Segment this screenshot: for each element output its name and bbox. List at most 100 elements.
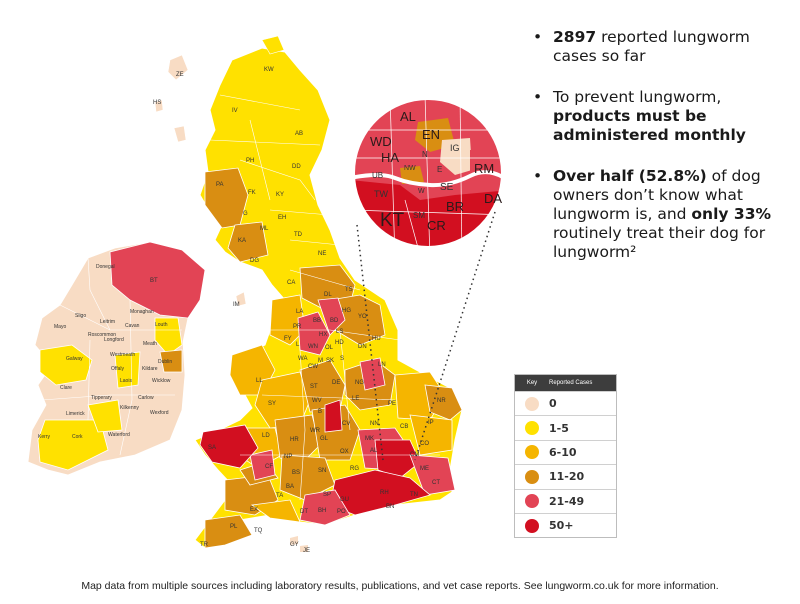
map-label: EH	[278, 215, 286, 221]
uk-ireland-map: KW IV AB PH DD PA FK KY G ML EH TD KA DG…	[27, 35, 503, 554]
map-label: YO	[358, 314, 367, 320]
map-label: IP	[428, 420, 434, 426]
map-label: CW	[308, 364, 318, 370]
map-label: NE	[318, 251, 326, 257]
map-label: LS	[336, 329, 343, 335]
map-label: OX	[340, 449, 349, 455]
map-label: ML	[260, 226, 269, 232]
map-label: Cavan	[125, 323, 140, 329]
fact-prevention: • To prevent lungworm, products must be …	[533, 88, 795, 145]
inset-label: DA	[484, 191, 502, 206]
map-label: CT	[432, 480, 440, 486]
map-label: Laois	[120, 378, 132, 384]
inset-label: IG	[450, 143, 460, 153]
map-label: TN	[410, 492, 418, 498]
map-label: Carlow	[138, 395, 154, 401]
legend-label: 50+	[549, 519, 574, 533]
inset-label: KT	[380, 210, 405, 231]
map-label: BH	[318, 508, 326, 514]
map-label: NR	[437, 398, 446, 404]
map-label: ME	[420, 466, 429, 472]
map-label: OL	[325, 345, 334, 351]
map-label: AL	[370, 448, 378, 454]
london-inset-map: AL EN WD HA IG RM N NW UB E SE TW BR DA …	[353, 98, 503, 248]
map-label: PR	[293, 324, 302, 330]
map-label: RH	[380, 490, 389, 496]
map-label: DG	[250, 258, 259, 264]
map-label: FK	[248, 190, 256, 196]
inset-label: EN	[422, 127, 440, 142]
map-label: Meath	[143, 341, 157, 347]
map-label: Roscommon	[88, 332, 116, 338]
inset-label: HA	[381, 150, 399, 165]
map-label: B	[318, 409, 322, 415]
map-label: G	[243, 211, 248, 217]
map-label: Monaghan	[130, 309, 154, 315]
map-label: M	[318, 358, 323, 364]
fact-text-bold: 2897	[553, 28, 597, 46]
legend-swatch	[525, 445, 539, 460]
map-label: HR	[290, 437, 299, 443]
fact-text-bold: only 33%	[691, 205, 772, 223]
gb-postcode-labels: KW IV AB PH DD PA FK KY G ML EH TD KA DG…	[150, 67, 446, 554]
map-label: AB	[295, 131, 303, 137]
map-label: RG	[350, 466, 359, 472]
map-label: Mayo	[54, 324, 66, 330]
map-label: Louth	[155, 322, 168, 328]
map-label: DE	[332, 380, 340, 386]
map-label: Galway	[66, 356, 83, 362]
map-label: Kilkenny	[120, 405, 139, 411]
footnote: Map data from multiple sources including…	[81, 580, 719, 592]
map-label: Kerry	[38, 434, 50, 440]
map-label: CF	[265, 464, 273, 470]
map-label: SY	[268, 401, 276, 407]
map-label: Offaly	[111, 366, 124, 372]
map-label: HX	[319, 332, 327, 338]
map-label: KW	[264, 67, 274, 73]
map-label: TS	[345, 287, 353, 293]
map-label: EX	[250, 507, 258, 513]
map-label: S	[340, 356, 344, 362]
map-label: Kildare	[142, 366, 158, 372]
map-label: CB	[400, 424, 408, 430]
map-label: PE	[388, 401, 396, 407]
legend-row: 21-49	[515, 488, 616, 513]
inset-label: TW	[374, 189, 388, 199]
map-label: Leitrim	[100, 319, 115, 325]
map-label: SN	[318, 468, 326, 474]
map-label: HS	[153, 100, 161, 106]
map-label: PL	[230, 524, 238, 530]
bullet-glyph: •	[533, 167, 543, 185]
legend-row: 0	[515, 391, 616, 415]
ireland-county-labels: Donegal Sligo Leitrim Cavan Monaghan Lou…	[38, 264, 172, 440]
map-label: JE	[303, 548, 310, 554]
key-facts-list: • 2897 reported lungworm cases so far • …	[533, 28, 795, 284]
map-label: PA	[216, 182, 224, 188]
map-label: Wexford	[150, 410, 169, 416]
map-label: IM	[233, 302, 240, 308]
map-label: CA	[287, 280, 295, 286]
inset-label: SE	[440, 182, 454, 193]
ireland-map	[27, 241, 206, 476]
fact-text: routinely treat their dog for lungworm²	[553, 224, 766, 261]
legend-row: 1-5	[515, 415, 616, 439]
map-label: Wicklow	[152, 378, 171, 384]
legend-swatch	[525, 494, 539, 509]
legend-swatch	[525, 469, 539, 484]
legend-header: Key Reported Cases	[515, 375, 616, 391]
map-label: MK	[365, 436, 374, 442]
map-label: HU	[372, 336, 381, 342]
map-label: Longford	[104, 337, 124, 343]
map-label: DD	[292, 164, 301, 170]
map-label: GL	[320, 436, 329, 442]
map-label: KA	[238, 238, 246, 244]
legend-row: 6-10	[515, 439, 616, 464]
map-label: KY	[276, 192, 284, 198]
map-label: HD	[335, 340, 344, 346]
map-label: Tipperary	[91, 395, 112, 401]
map-label: HG	[342, 308, 351, 314]
inset-label: CR	[427, 218, 446, 233]
map-label: FY	[284, 336, 292, 342]
map-label: CO	[420, 441, 429, 447]
map-label: SK	[326, 358, 334, 364]
